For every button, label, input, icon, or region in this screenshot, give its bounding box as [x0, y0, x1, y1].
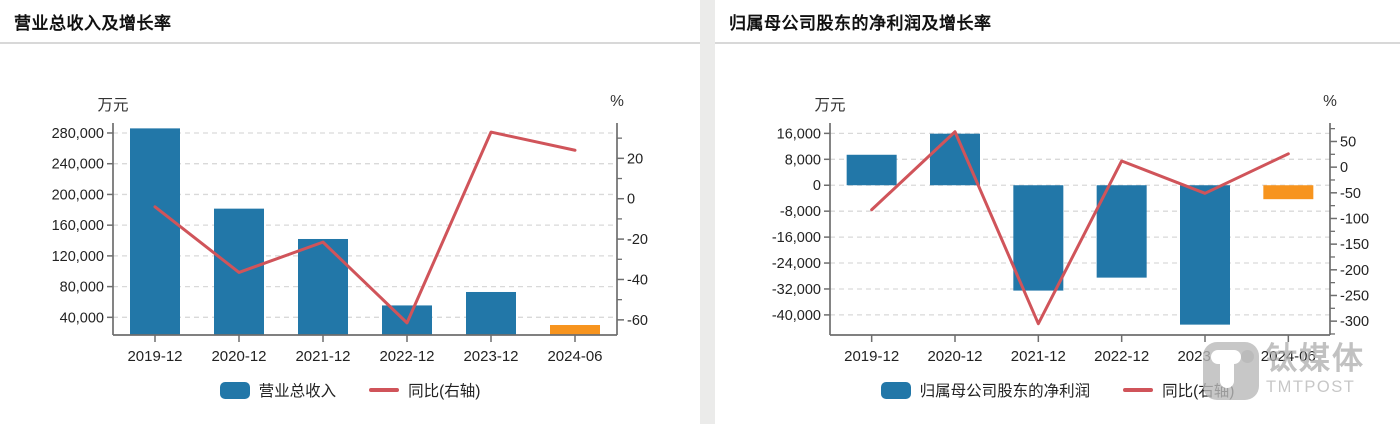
- right-axis-tick-label: -150: [1340, 237, 1369, 253]
- x-axis-label: 2019-12: [127, 348, 182, 365]
- line-series-label: 同比(右轴): [408, 383, 481, 400]
- bar-2020-12: [930, 133, 980, 186]
- x-axis-label: 2020-12: [927, 348, 982, 365]
- x-axis-label: 2024-06: [1261, 348, 1316, 365]
- left-axis-tick-label: 40,000: [60, 310, 104, 326]
- left-axis-tick-label: 80,000: [60, 280, 104, 296]
- revenue-chart-panel: 营业总收入及增长率 万元 % 280,000 240,000 200,000 160,…: [0, 14, 700, 403]
- x-axis-label: 2023-12: [1177, 348, 1232, 365]
- revenue-legend: 营业总收入 同比(右轴): [0, 377, 700, 403]
- left-axis-tick-label: -40,000: [772, 308, 821, 324]
- right-axis-tick-label: -200: [1340, 263, 1369, 279]
- right-axis-tick-label: 0: [627, 192, 635, 208]
- line-series-swatch: [1123, 388, 1154, 392]
- title-divider: [715, 42, 1400, 44]
- left-axis-tick-label: 8,000: [785, 152, 821, 168]
- right-axis-tick-label: -50: [1340, 186, 1361, 202]
- revenue-panel-title: 营业总收入及增长率: [14, 14, 172, 33]
- bar-series-swatch: [880, 381, 911, 399]
- x-axis-label: 2020-12: [211, 348, 266, 365]
- left-axis-tick-label: 200,000: [52, 187, 104, 203]
- bar-2022-12: [1096, 185, 1147, 278]
- x-axis-label: 2022-12: [379, 348, 434, 365]
- line-series-label: 同比(右轴): [1162, 383, 1235, 400]
- bar-2019-12: [846, 154, 897, 186]
- right-axis-tick-label: -60: [627, 313, 648, 329]
- right-axis-tick-label: 20: [627, 151, 643, 167]
- panel-divider: [700, 0, 715, 424]
- bar-series-swatch: [219, 381, 250, 399]
- profit-panel-title: 归属母公司股东的净利润及增长率: [729, 14, 992, 33]
- right-axis-unit-label: %: [610, 93, 624, 110]
- bar-2024-06: [1263, 185, 1314, 200]
- bar-series-label: 归属母公司股东的净利润: [919, 383, 1091, 400]
- profit-chart: 16,000 8,000 0 -8,000 -16,000 -24,000 -32,000 -…: [772, 123, 1369, 365]
- left-axis-tick-label: 16,000: [777, 126, 821, 142]
- title-divider: [0, 42, 700, 44]
- profit-chart-panel: 归属母公司股东的净利润及增长率 万元 % 16,000 8,000 0 -8,000 -…: [715, 0, 1400, 424]
- right-axis-tick-label: -100: [1340, 211, 1369, 227]
- bar-2023-12: [466, 291, 516, 335]
- x-axis-label: 2023-12: [463, 348, 518, 365]
- left-axis-unit-label: 万元: [97, 97, 129, 114]
- right-axis-tick-label: -300: [1340, 314, 1369, 330]
- left-axis-tick-label: 280,000: [52, 126, 104, 142]
- left-axis-tick-label: -32,000: [772, 282, 821, 298]
- right-axis-tick-label: -250: [1340, 288, 1369, 304]
- left-axis-tick-label: -24,000: [772, 256, 821, 272]
- growth-line: [870, 130, 1290, 326]
- bar-2023-12: [1180, 185, 1230, 325]
- growth-line: [153, 130, 577, 325]
- x-axis-label: 2021-12: [295, 348, 350, 365]
- left-axis-unit-label: 万元: [814, 97, 846, 114]
- bar-2024-06: [550, 325, 600, 335]
- profit-legend: 归属母公司股东的净利润 同比(右轴): [715, 377, 1400, 403]
- bar-2021-12: [298, 238, 348, 335]
- revenue-chart: 280,000 240,000 200,000 160,000 120,000 80,00…: [52, 123, 648, 365]
- left-axis-tick-label: 0: [813, 178, 821, 194]
- left-axis-tick-label: -8,000: [780, 204, 821, 220]
- line-series-swatch: [369, 388, 400, 392]
- left-axis-tick-label: 120,000: [52, 249, 104, 265]
- left-axis-tick-label: 160,000: [52, 218, 104, 234]
- x-axis-label: 2024-06: [547, 348, 602, 365]
- right-axis-tick-label: -20: [627, 232, 648, 248]
- right-axis-tick-label: 50: [1340, 134, 1356, 150]
- left-axis-tick-label: -16,000: [772, 230, 821, 246]
- right-axis-unit-label: %: [1323, 93, 1337, 110]
- bar-2019-12: [130, 128, 180, 335]
- right-axis-tick-label: -40: [627, 272, 648, 288]
- bar-series-label: 营业总收入: [258, 383, 337, 400]
- right-axis-tick-label: 0: [1340, 160, 1348, 176]
- x-axis-label: 2022-12: [1094, 348, 1149, 365]
- left-axis-tick-label: 240,000: [52, 157, 104, 173]
- x-axis-label: 2021-12: [1011, 348, 1066, 365]
- x-axis-label: 2019-12: [844, 348, 899, 365]
- bar-2021-12: [1013, 185, 1064, 291]
